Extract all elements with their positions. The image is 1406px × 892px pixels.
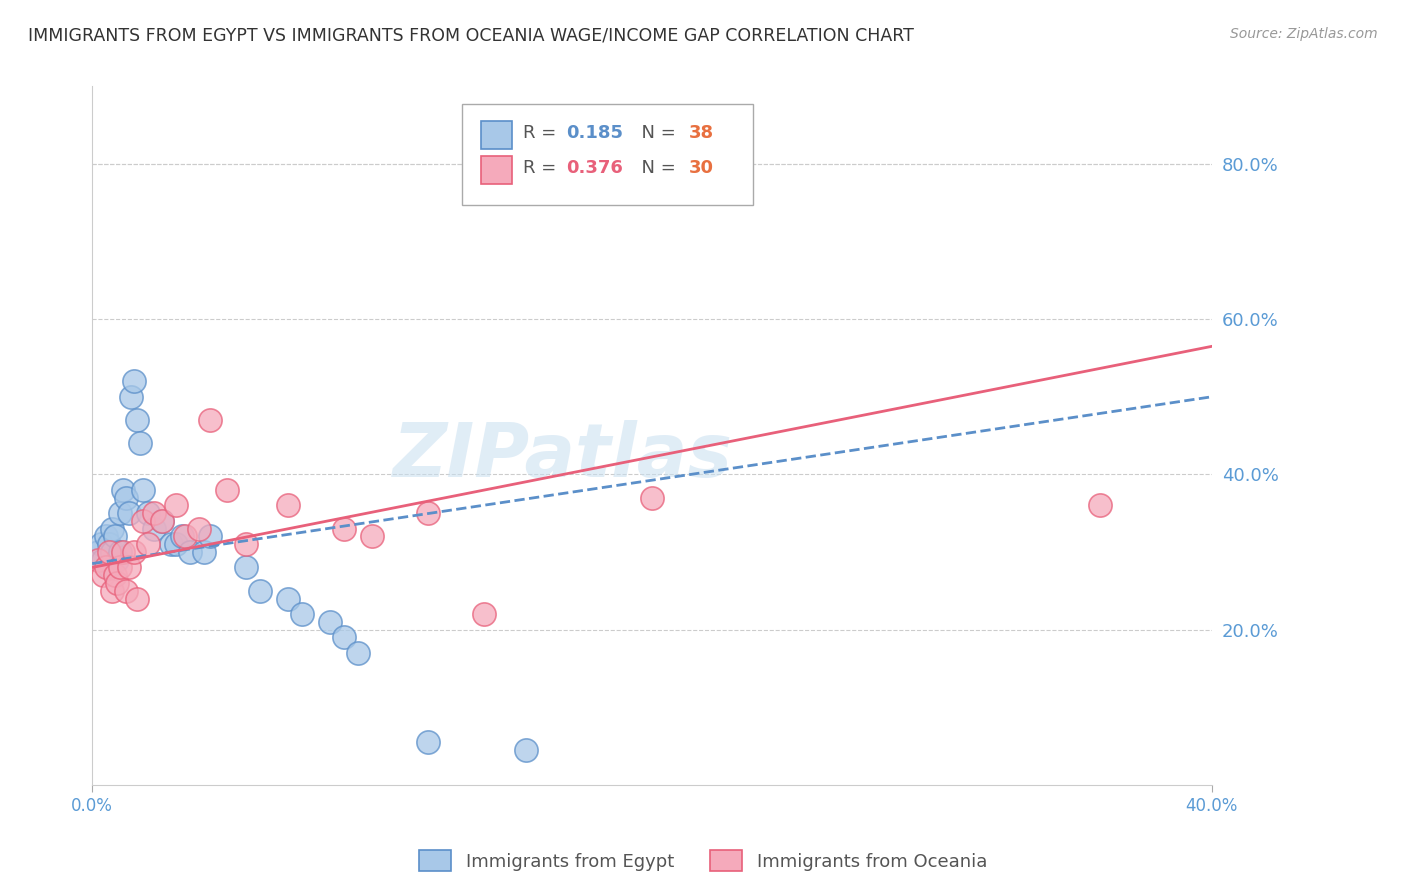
- Point: [641, 491, 664, 505]
- Point: [198, 529, 221, 543]
- Point: [117, 560, 139, 574]
- Point: [515, 743, 537, 757]
- Point: [193, 545, 215, 559]
- Point: [142, 522, 165, 536]
- Point: [150, 514, 173, 528]
- Point: [105, 576, 128, 591]
- Point: [114, 491, 136, 505]
- Point: [347, 646, 370, 660]
- Point: [179, 545, 201, 559]
- Point: [103, 568, 125, 582]
- FancyBboxPatch shape: [481, 156, 512, 184]
- Point: [165, 499, 187, 513]
- Point: [249, 583, 271, 598]
- Point: [472, 607, 495, 621]
- Point: [165, 537, 187, 551]
- Point: [103, 529, 125, 543]
- Point: [108, 506, 131, 520]
- Text: 38: 38: [689, 124, 714, 142]
- Text: R =: R =: [523, 124, 562, 142]
- Text: Source: ZipAtlas.com: Source: ZipAtlas.com: [1230, 27, 1378, 41]
- Point: [93, 568, 115, 582]
- Legend: Immigrants from Egypt, Immigrants from Oceania: Immigrants from Egypt, Immigrants from O…: [412, 843, 994, 879]
- Point: [96, 560, 118, 574]
- Point: [187, 522, 209, 536]
- Point: [235, 560, 257, 574]
- Point: [1088, 499, 1111, 513]
- Point: [108, 560, 131, 574]
- Point: [111, 545, 134, 559]
- Point: [90, 537, 112, 551]
- Text: N =: N =: [630, 124, 681, 142]
- Point: [277, 499, 299, 513]
- Point: [173, 529, 195, 543]
- Point: [111, 483, 134, 497]
- Point: [87, 545, 110, 559]
- Point: [125, 413, 148, 427]
- Point: [117, 506, 139, 520]
- Point: [98, 560, 121, 574]
- Point: [96, 529, 118, 543]
- Point: [93, 552, 115, 566]
- Point: [120, 390, 142, 404]
- Point: [361, 529, 384, 543]
- Point: [416, 735, 439, 749]
- Point: [108, 545, 131, 559]
- Point: [128, 436, 150, 450]
- Text: 30: 30: [689, 159, 714, 178]
- Point: [277, 591, 299, 606]
- Point: [87, 552, 110, 566]
- Text: R =: R =: [523, 159, 562, 178]
- Point: [136, 537, 159, 551]
- Point: [170, 529, 193, 543]
- Point: [150, 514, 173, 528]
- Point: [98, 537, 121, 551]
- Text: ZIPatlas: ZIPatlas: [392, 420, 733, 493]
- Point: [114, 583, 136, 598]
- Point: [100, 583, 122, 598]
- Point: [100, 545, 122, 559]
- Point: [333, 630, 356, 644]
- Text: N =: N =: [630, 159, 681, 178]
- Point: [159, 537, 181, 551]
- Text: 0.185: 0.185: [565, 124, 623, 142]
- Point: [122, 545, 145, 559]
- Point: [291, 607, 314, 621]
- Point: [98, 545, 121, 559]
- Point: [125, 591, 148, 606]
- Point: [100, 522, 122, 536]
- Point: [142, 506, 165, 520]
- Point: [333, 522, 356, 536]
- Text: 0.376: 0.376: [565, 159, 623, 178]
- Text: IMMIGRANTS FROM EGYPT VS IMMIGRANTS FROM OCEANIA WAGE/INCOME GAP CORRELATION CHA: IMMIGRANTS FROM EGYPT VS IMMIGRANTS FROM…: [28, 27, 914, 45]
- FancyBboxPatch shape: [481, 121, 512, 149]
- Point: [198, 413, 221, 427]
- FancyBboxPatch shape: [461, 103, 752, 205]
- Point: [105, 552, 128, 566]
- Point: [416, 506, 439, 520]
- Point: [235, 537, 257, 551]
- Point: [122, 374, 145, 388]
- Point: [215, 483, 238, 497]
- Point: [136, 506, 159, 520]
- Point: [131, 483, 153, 497]
- Point: [319, 615, 342, 629]
- Point: [131, 514, 153, 528]
